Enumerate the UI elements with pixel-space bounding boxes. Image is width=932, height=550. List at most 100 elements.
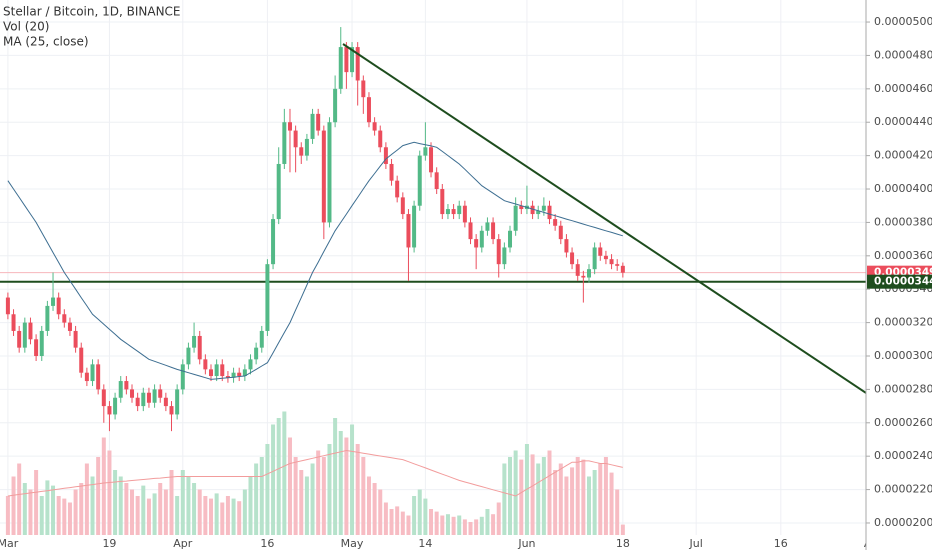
volume-bar (186, 476, 191, 535)
volume-bar (406, 515, 411, 535)
volume-bar (530, 454, 535, 535)
volume-bar (519, 459, 524, 535)
volume-bar (231, 498, 236, 535)
volume-bar (96, 457, 101, 535)
chart-title: Stellar / Bitcoin, 1D, BINANCE (3, 5, 181, 19)
candle-body (564, 239, 569, 253)
volume-bar (541, 457, 546, 535)
candle-body (445, 209, 450, 215)
volume-bar (34, 470, 39, 535)
candle-body (141, 392, 146, 407)
volume-bar (276, 418, 281, 535)
volume-bar (107, 450, 112, 535)
x-tick-label: Apr (173, 537, 193, 550)
candle-body (553, 219, 558, 226)
candle-body (203, 359, 208, 370)
candle-body (79, 347, 84, 373)
indicator-label: Vol (20) (3, 20, 49, 34)
volume-bar (485, 509, 490, 535)
candle-body (310, 113, 315, 139)
volume-bar (496, 502, 501, 535)
volume-bar (451, 516, 456, 535)
candle-body (101, 389, 106, 407)
x-tick-label: 16 (260, 537, 274, 550)
candle-body (389, 163, 394, 181)
volume-bar (175, 496, 180, 535)
candle-body (73, 330, 78, 348)
volume-bar (474, 519, 479, 535)
x-tick-label: Jun (517, 537, 535, 550)
candle-body (479, 230, 484, 248)
volume-bar (39, 496, 44, 535)
volume-bar (248, 476, 253, 535)
volume-bar (101, 437, 106, 535)
ma-line (7, 141, 623, 380)
candle-body (344, 47, 349, 73)
x-tick-label: 18 (616, 537, 630, 550)
volume-bar (118, 476, 123, 535)
candle-body (304, 138, 309, 156)
volume-bar (225, 496, 230, 535)
volume-bar (237, 501, 242, 535)
candle-body (208, 369, 213, 377)
x-tick-label: May (341, 537, 364, 550)
candle-body (130, 389, 135, 398)
candle-body (259, 330, 264, 348)
candle-body (225, 376, 230, 378)
x-tick-label: 14 (418, 537, 432, 550)
candle-body (293, 130, 298, 148)
candle-body (84, 372, 89, 382)
volume-bar (468, 522, 473, 535)
candle-body (462, 205, 467, 223)
candle-body (180, 364, 185, 390)
volume-bar (547, 450, 552, 535)
candle-body (271, 219, 276, 265)
volume-bar (338, 431, 343, 535)
candle-body (519, 205, 524, 210)
volume-bar (400, 511, 405, 535)
candle-body (350, 47, 355, 73)
volume-bar (395, 506, 400, 535)
volume-bar (615, 489, 620, 535)
volume-bar (56, 496, 61, 535)
volume-bar (67, 502, 72, 535)
candle-body (34, 339, 39, 356)
plot-area: Mar19Apr16May14Jun18Jul16Au (0, 0, 878, 550)
volume-bar (366, 476, 371, 535)
candle-body (333, 88, 338, 123)
candle-body (45, 305, 50, 331)
volume-bar (214, 493, 219, 535)
volume-bar (141, 485, 146, 535)
candle-body (321, 130, 326, 223)
volume-bar (208, 498, 213, 535)
candle-body (440, 189, 445, 215)
volume-bar (316, 450, 321, 535)
candle-body (338, 47, 343, 89)
volume-bar (581, 459, 586, 535)
volume-bar (304, 476, 309, 535)
candle-body (372, 122, 377, 131)
candle-body (17, 330, 22, 348)
volume-bar (479, 516, 484, 535)
volume-bar (242, 489, 247, 535)
candle-body (90, 364, 95, 382)
candle-body (163, 397, 168, 407)
volume-bar (169, 470, 174, 535)
candle-body (620, 265, 625, 273)
candle-body (56, 297, 61, 315)
trend-line (342, 43, 932, 438)
volume-bar (558, 463, 563, 535)
volume-bar (445, 514, 450, 535)
level-label-bg (867, 274, 932, 289)
candle-body (547, 205, 552, 220)
candle-body (265, 264, 270, 331)
volume-bar (22, 483, 27, 535)
candle-body (51, 297, 56, 306)
volume-bar (293, 457, 298, 535)
volume-bar (603, 457, 608, 535)
